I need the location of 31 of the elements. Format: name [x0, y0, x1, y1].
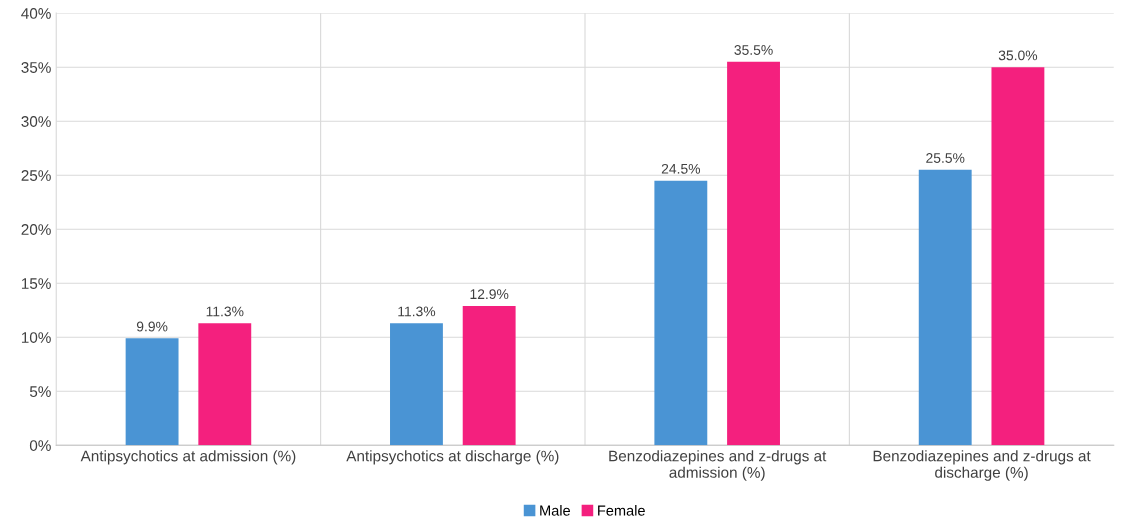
bar — [918, 169, 972, 446]
y-tick-label: 15% — [21, 278, 51, 289]
x-tick-label: Benzodiazepines and z-drugs at discharge (%) — [873, 450, 1091, 481]
data-label: 11.3% — [398, 306, 436, 317]
x-tick-label: Antipsychotics at admission (%) — [80, 450, 296, 465]
data-label: 24.5% — [661, 163, 701, 174]
y-tick-label: 5% — [29, 386, 51, 397]
bar — [198, 323, 252, 446]
y-tick-label: 40% — [21, 8, 51, 19]
y-tick-label: 35% — [21, 62, 51, 73]
legend-label: Female — [598, 505, 645, 516]
data-label: 11.3% — [206, 306, 244, 317]
y-tick-label: 25% — [21, 170, 51, 181]
bar — [390, 323, 443, 446]
y-tick-label: 0% — [29, 440, 51, 451]
data-label: 12.9% — [470, 289, 509, 300]
y-tick-label: 20% — [21, 224, 51, 235]
data-label: 35.0% — [998, 50, 1038, 61]
x-tick-label: Benzodiazepines and z-drugs at admission (%) — [609, 450, 827, 481]
bar — [727, 61, 780, 446]
data-label: 35.5% — [734, 45, 773, 55]
data-label: 9.9% — [136, 321, 168, 332]
bar — [991, 67, 1045, 446]
y-tick-label: 30% — [21, 116, 51, 127]
data-label: 25.5% — [926, 153, 965, 163]
bar — [125, 338, 179, 446]
x-tick-label: Antipsychotics at discharge (%) — [346, 450, 559, 465]
legend-label: Male — [540, 505, 571, 516]
bar — [462, 305, 516, 446]
bar — [654, 180, 708, 446]
y-tick-label: 10% — [21, 332, 51, 343]
